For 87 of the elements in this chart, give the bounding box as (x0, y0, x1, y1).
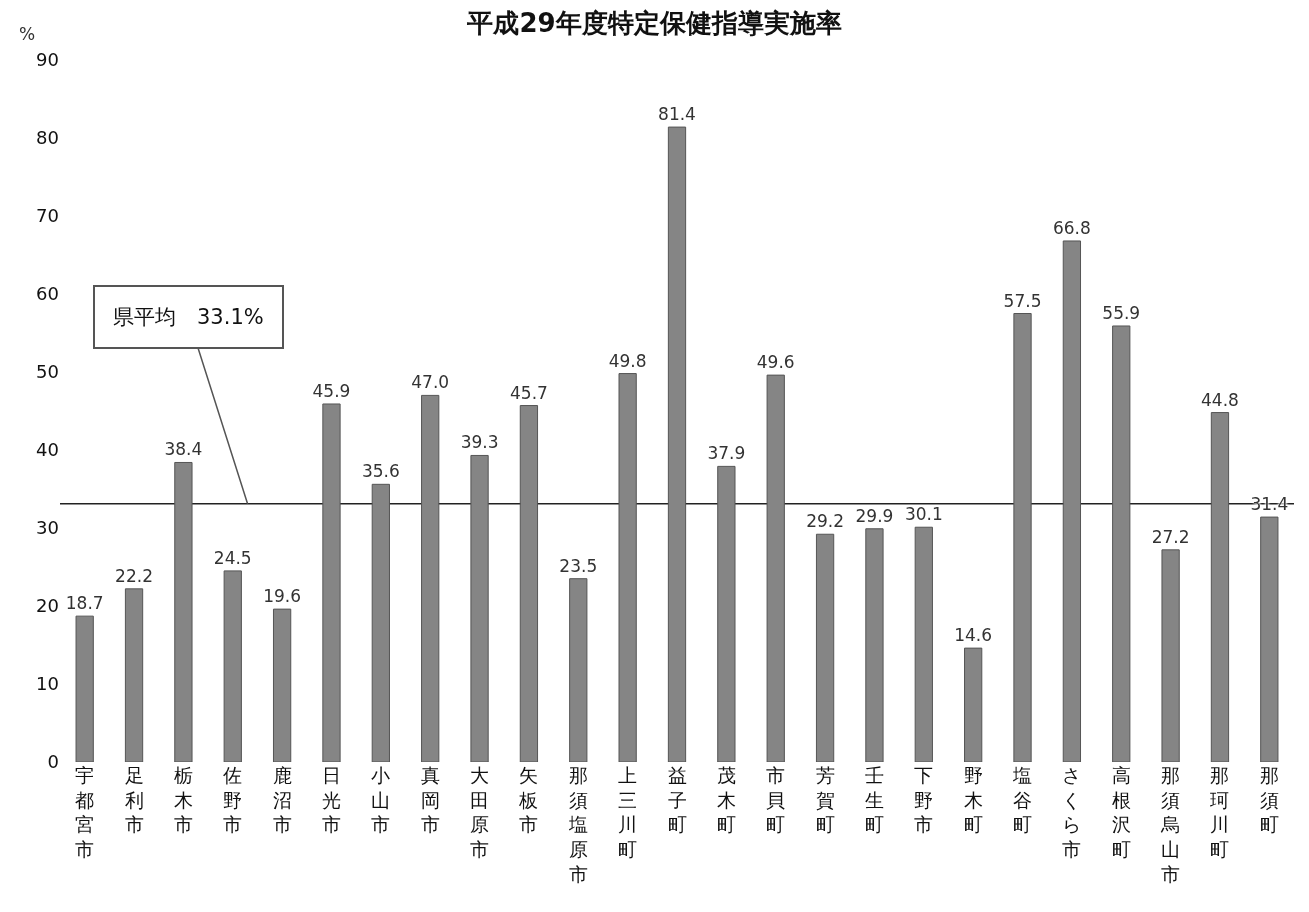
y-tick-label: 10 (36, 673, 59, 695)
data-label: 30.1 (904, 504, 943, 525)
data-label: 49.6 (756, 352, 795, 373)
bar (1210, 412, 1230, 762)
bar (421, 394, 440, 762)
x-tick-label: 市貝町 (766, 764, 786, 836)
data-label: 44.8 (1201, 389, 1239, 410)
data-label: 29.2 (806, 511, 845, 532)
bar (272, 608, 292, 762)
data-label: 35.6 (361, 461, 400, 482)
x-tick-label: 上三川町 (618, 764, 638, 861)
x-tick-label: 那須塩原市 (567, 764, 588, 885)
data-label: 81.4 (658, 104, 696, 125)
bar (75, 615, 94, 762)
data-label: 37.9 (707, 443, 746, 464)
x-tick-label: 小山市 (371, 764, 391, 836)
data-label: 45.7 (509, 382, 548, 403)
x-tick-label: 足利市 (124, 764, 144, 836)
y-tick-label: 50 (36, 361, 59, 383)
bar (865, 528, 884, 762)
bar (519, 405, 539, 762)
bar (667, 126, 687, 762)
x-tick-label: 高根沢町 (1111, 764, 1131, 861)
x-tick-label: 大田原市 (470, 764, 490, 861)
y-tick-label: 70 (36, 205, 59, 227)
bar (371, 483, 390, 762)
data-label: 19.6 (263, 586, 302, 607)
ref-line-label: 県平均 33.1% (113, 305, 264, 329)
data-label: 29.9 (855, 505, 894, 526)
x-tick-label: 下野市 (914, 764, 934, 836)
data-label: 22.2 (115, 565, 153, 586)
data-label: 24.5 (213, 547, 252, 568)
bar (766, 374, 785, 762)
y-tick-label: 0 (47, 751, 59, 773)
bar (174, 461, 193, 762)
data-label: 57.5 (1003, 290, 1042, 311)
bar (1161, 549, 1180, 762)
bar (914, 526, 933, 762)
bar (322, 403, 341, 762)
y-tick-label: 90 (36, 49, 59, 71)
bar (618, 373, 637, 762)
bar (124, 588, 144, 762)
bar (717, 465, 736, 762)
bar (1112, 325, 1131, 762)
bar (1260, 516, 1279, 762)
x-tick-label: 那須町 (1259, 764, 1279, 836)
bar (964, 647, 983, 762)
x-tick-label: 茂木町 (716, 764, 736, 836)
x-tick-label: 鹿沼市 (272, 764, 292, 836)
bar (1062, 240, 1082, 762)
y-tick-label: 60 (36, 283, 59, 305)
bar (1013, 313, 1032, 762)
y-axis-title: % (19, 24, 36, 44)
bar (569, 578, 588, 762)
data-label: 14.6 (954, 625, 993, 646)
data-label: 39.3 (460, 432, 499, 453)
y-tick-label: 40 (36, 439, 59, 461)
x-tick-label: 日光市 (321, 764, 341, 836)
x-tick-label: 矢板市 (518, 764, 539, 836)
y-tick-label: 20 (36, 595, 59, 617)
x-tick-label: 芳賀町 (815, 764, 835, 836)
x-tick-label: 佐野市 (223, 764, 243, 836)
x-tick-label: 栃木市 (173, 764, 193, 836)
data-label: 23.5 (559, 555, 598, 576)
x-tick-label: 那須烏山市 (1160, 764, 1181, 885)
x-tick-label: 塩谷町 (1012, 764, 1033, 836)
data-label: 18.7 (65, 593, 104, 614)
data-label: 49.8 (608, 350, 647, 371)
data-label: 45.9 (312, 380, 351, 401)
data-label: 55.9 (1102, 302, 1141, 323)
x-tick-label: さくら市 (1062, 764, 1082, 861)
bar (223, 570, 242, 762)
data-label: 47.0 (411, 372, 450, 393)
data-label: 66.8 (1052, 217, 1091, 238)
y-tick-label: 80 (36, 127, 59, 149)
x-tick-label: 野木町 (963, 764, 983, 836)
x-tick-label: 益子町 (667, 764, 687, 836)
x-tick-label: 壬生町 (864, 764, 884, 836)
data-label: 38.4 (164, 439, 203, 460)
y-tick-label: 30 (36, 517, 59, 539)
bar (470, 454, 489, 762)
x-tick-label: 宇都宮市 (75, 764, 95, 861)
bar (815, 533, 835, 762)
data-label: 27.2 (1151, 526, 1190, 547)
x-tick-label: 那珂川町 (1210, 764, 1230, 861)
chart-title: 平成29年度特定保健指導実施率 (466, 7, 842, 38)
x-tick-label: 真岡市 (420, 764, 440, 836)
